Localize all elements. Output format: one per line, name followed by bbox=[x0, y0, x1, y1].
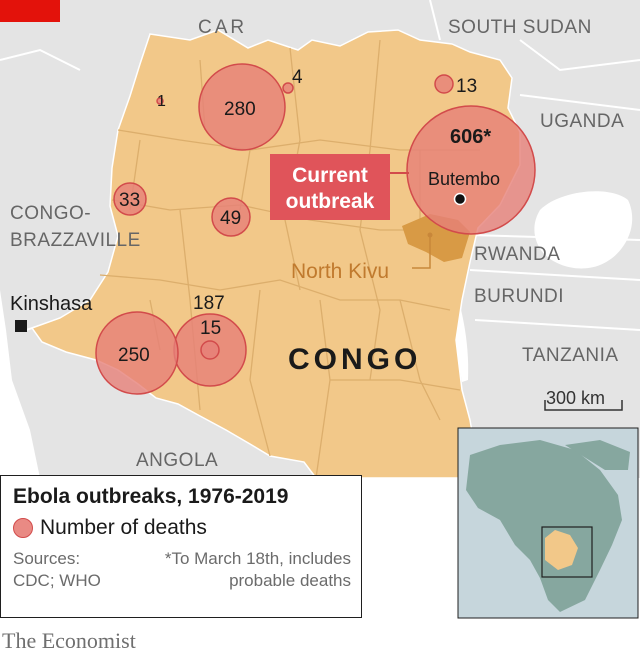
outbreak-label: 33 bbox=[119, 190, 140, 211]
label-burundi: BURUNDI bbox=[474, 286, 564, 307]
brand-tag bbox=[0, 0, 60, 22]
legend-swatch-icon bbox=[13, 518, 33, 538]
inset-africa-map bbox=[457, 427, 639, 619]
scale-label: 300 km bbox=[546, 388, 605, 408]
lake-victoria bbox=[534, 191, 633, 269]
legend-item: Number of deaths bbox=[13, 516, 351, 540]
butembo-marker bbox=[453, 192, 467, 206]
north-kivu-leader bbox=[412, 235, 431, 269]
label-south-sudan: SOUTH SUDAN bbox=[448, 17, 592, 38]
outbreak-bubble bbox=[434, 74, 454, 94]
scale-bar bbox=[544, 400, 623, 411]
atlantic-ocean bbox=[0, 290, 40, 478]
outbreak-bubble bbox=[156, 97, 164, 105]
legend-label: Number of deaths bbox=[40, 516, 207, 539]
label-tanzania: TANZANIA bbox=[522, 345, 619, 366]
label-uganda: UGANDA bbox=[540, 111, 624, 132]
label-north-kivu: North Kivu bbox=[291, 260, 389, 283]
outbreak-bubble bbox=[406, 105, 536, 235]
label-congo: CONGO bbox=[288, 343, 421, 376]
outbreak-bubble bbox=[282, 82, 294, 94]
outbreak-bubble bbox=[198, 63, 286, 151]
label-car: CAR bbox=[198, 17, 247, 38]
outbreak-bubbles bbox=[95, 63, 536, 395]
outbreak-label: 250 bbox=[118, 345, 150, 366]
inset-africa bbox=[466, 440, 622, 612]
label-congo-brazzaville-2: BRAZZAVILLE bbox=[10, 230, 141, 251]
sources-line1: Sources: bbox=[13, 549, 81, 568]
legend-panel: Ebola outbreaks, 1976-2019 Number of dea… bbox=[0, 475, 362, 618]
kinshasa-marker bbox=[15, 320, 27, 332]
label-angola: ANGOLA bbox=[136, 450, 218, 471]
outbreak-labels: 1 4 280 13 606* 33 49 187 15 250 bbox=[118, 67, 491, 366]
label-kinshasa: Kinshasa bbox=[10, 293, 93, 315]
outbreak-bubble bbox=[113, 182, 147, 216]
callout-line1: Current bbox=[292, 164, 368, 187]
outbreak-label: 187 bbox=[193, 293, 225, 314]
north-kivu-dot bbox=[427, 232, 433, 238]
outbreak-bubble bbox=[211, 197, 251, 237]
footnote-line2: probable deaths bbox=[229, 571, 351, 590]
outbreak-label: 15 bbox=[200, 318, 221, 339]
inset-locator-box bbox=[541, 526, 593, 578]
sources-line2: CDC; WHO bbox=[13, 571, 101, 590]
outbreak-label: 1 bbox=[157, 93, 166, 110]
outbreak-label: 606* bbox=[450, 126, 491, 148]
publisher-credit: The Economist bbox=[2, 628, 136, 653]
label-congo-brazzaville-1: CONGO- bbox=[10, 203, 91, 224]
outbreak-bubble bbox=[95, 311, 179, 395]
label-rwanda: RWANDA bbox=[474, 244, 560, 265]
outbreak-label: 4 bbox=[292, 67, 303, 88]
notes: Sources: CDC; WHO *To March 18th, includ… bbox=[13, 548, 351, 592]
sources: Sources: CDC; WHO bbox=[13, 548, 101, 592]
outbreak-label: 280 bbox=[224, 99, 256, 120]
inset-drc bbox=[545, 530, 578, 570]
footnote: *To March 18th, includes probable deaths bbox=[165, 548, 351, 592]
outbreak-label: 49 bbox=[220, 208, 241, 229]
current-outbreak-callout bbox=[270, 154, 390, 220]
outbreak-bubble bbox=[200, 340, 220, 360]
chart-title: Ebola outbreaks, 1976-2019 bbox=[13, 485, 289, 508]
footnote-line1: *To March 18th, includes bbox=[164, 549, 351, 568]
callout-line2: outbreak bbox=[286, 190, 375, 213]
label-butembo: Butembo bbox=[428, 169, 500, 189]
outbreak-label: 13 bbox=[456, 76, 477, 97]
inset-arabia bbox=[565, 440, 630, 470]
